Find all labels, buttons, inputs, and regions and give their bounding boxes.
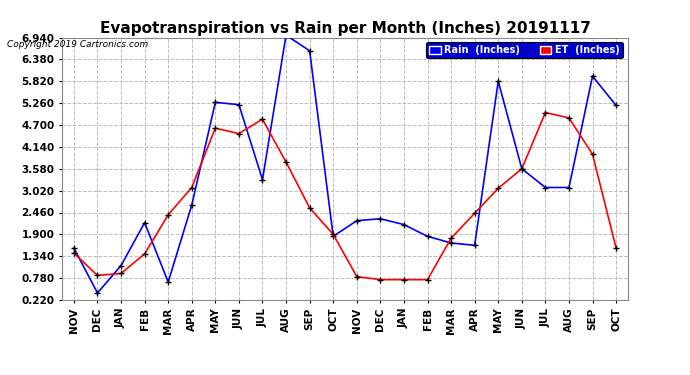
Legend: Rain  (Inches), ET  (Inches): Rain (Inches), ET (Inches) — [426, 42, 623, 58]
Text: Copyright 2019 Cartronics.com: Copyright 2019 Cartronics.com — [7, 40, 148, 49]
Title: Evapotranspiration vs Rain per Month (Inches) 20191117: Evapotranspiration vs Rain per Month (In… — [99, 21, 591, 36]
